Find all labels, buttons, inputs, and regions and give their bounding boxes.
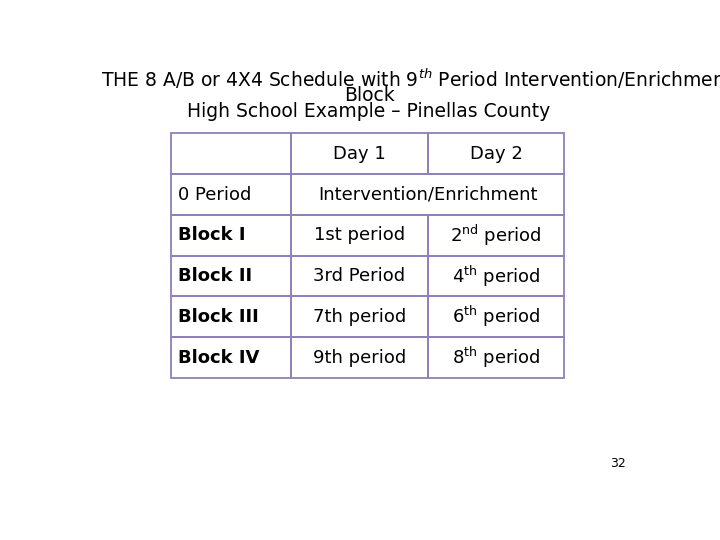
Bar	[428, 296, 564, 337]
Bar	[428, 215, 564, 255]
Bar	[291, 215, 428, 255]
Text: 8$^{\rm th}$ period: 8$^{\rm th}$ period	[451, 345, 540, 370]
Text: 7th period: 7th period	[312, 308, 406, 326]
Text: Day 1: Day 1	[333, 145, 386, 163]
Text: 0 Period: 0 Period	[178, 186, 251, 204]
Text: Block: Block	[343, 86, 395, 105]
Bar	[171, 296, 291, 337]
Text: Block II: Block II	[178, 267, 252, 285]
Bar	[428, 337, 564, 378]
Bar	[171, 133, 291, 174]
Bar	[291, 296, 428, 337]
Bar	[428, 255, 564, 296]
Text: Day 2: Day 2	[469, 145, 523, 163]
Bar	[291, 337, 428, 378]
Bar	[291, 133, 428, 174]
Text: 3rd Period: 3rd Period	[313, 267, 405, 285]
Text: 1st period: 1st period	[314, 226, 405, 244]
Text: 9th period: 9th period	[312, 348, 406, 367]
Bar	[428, 133, 564, 174]
Bar	[291, 255, 428, 296]
Text: Block IV: Block IV	[178, 348, 259, 367]
Text: High School Example – Pinellas County: High School Example – Pinellas County	[187, 102, 551, 121]
Text: 2$^{\rm nd}$ period: 2$^{\rm nd}$ period	[450, 222, 541, 248]
Bar	[171, 255, 291, 296]
Text: 32: 32	[610, 457, 626, 470]
Bar	[171, 215, 291, 255]
Text: Block I: Block I	[178, 226, 245, 244]
Text: 6$^{\rm th}$ period: 6$^{\rm th}$ period	[451, 304, 540, 329]
Bar	[171, 174, 291, 215]
Text: THE 8 A/B or 4X4 Schedule with 9$^{th}$ Period Intervention/Enrichment: THE 8 A/B or 4X4 Schedule with 9$^{th}$ …	[101, 68, 720, 91]
Text: 4$^{\rm th}$ period: 4$^{\rm th}$ period	[451, 264, 540, 288]
Bar	[171, 337, 291, 378]
Text: Intervention/Enrichment: Intervention/Enrichment	[318, 186, 537, 204]
Bar	[291, 174, 564, 215]
Text: Block III: Block III	[178, 308, 258, 326]
